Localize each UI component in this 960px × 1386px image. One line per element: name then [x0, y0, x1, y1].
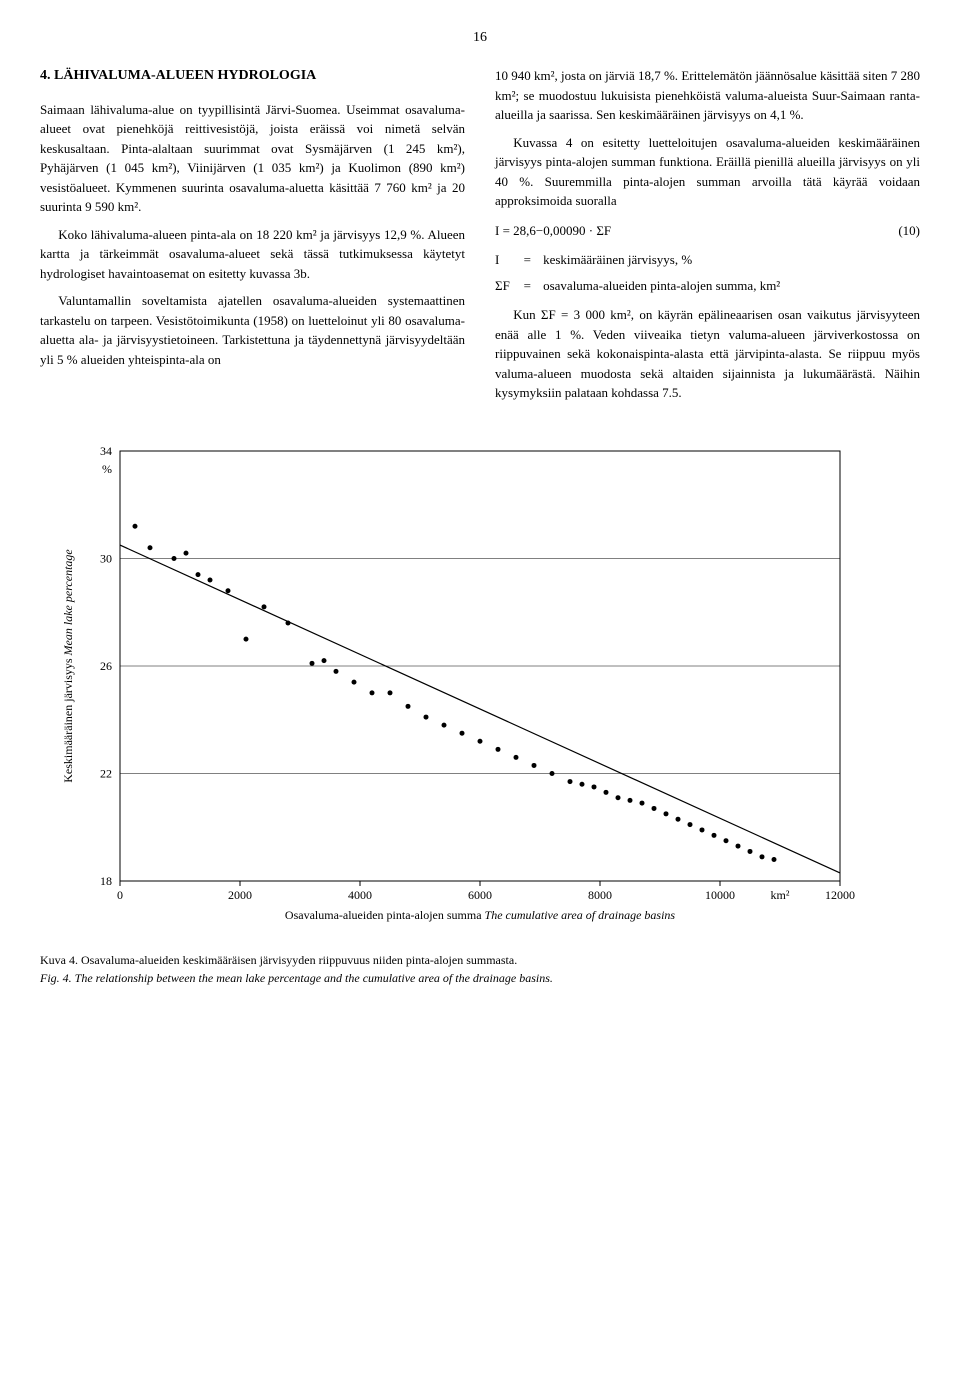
caption-line-en: Fig. 4. The relationship between the mea… [40, 969, 920, 987]
paragraph: Saimaan lähivaluma-alue on tyypillisintä… [40, 100, 465, 217]
equation-legend: I = keskimääräinen järvisyys, % [495, 250, 920, 270]
legend-symbol: ΣF [495, 276, 524, 296]
two-column-layout: 4. LÄHIVALUMA-ALUEEN HYDROLOGIA Saimaan … [40, 66, 920, 411]
equation: I = 28,6−0,00090 · ΣF (10) [495, 221, 920, 241]
svg-text:%: % [102, 462, 112, 476]
svg-text:km²: km² [771, 888, 790, 902]
svg-text:Keskimääräinen järvisyys Me: Keskimääräinen järvisyys Mean lake perce… [61, 548, 75, 782]
svg-text:Osavaluma-alueiden pinta-aloje: Osavaluma-alueiden pinta-alojen summa Th… [285, 908, 675, 922]
paragraph: Valuntamallin soveltamista ajatellen osa… [40, 291, 465, 369]
page-number: 16 [40, 30, 920, 46]
left-column: 4. LÄHIVALUMA-ALUEEN HYDROLOGIA Saimaan … [40, 66, 465, 411]
legend-symbol: I [495, 250, 524, 270]
legend-text: osavaluma-alueiden pinta-alojen summa, k… [543, 276, 920, 296]
legend-equals: = [524, 250, 544, 270]
legend-equals: = [524, 276, 544, 296]
paragraph: 10 940 km², josta on järviä 18,7 %. Erit… [495, 66, 920, 125]
svg-text:26: 26 [100, 659, 112, 673]
scatter-chart: 18 22 26 30 34% 0 2000 4000 6000 8000 10000 12000 km… [40, 441, 860, 941]
svg-text:8000: 8000 [588, 888, 612, 902]
figure-caption: Kuva 4. Osavaluma-alueiden keskimääräise… [40, 951, 920, 987]
right-column: 10 940 km², josta on järviä 18,7 %. Erit… [495, 66, 920, 411]
section-title: 4. LÄHIVALUMA-ALUEEN HYDROLOGIA [40, 66, 465, 86]
equation-body: I = 28,6−0,00090 · ΣF [495, 221, 611, 241]
svg-text:6000: 6000 [468, 888, 492, 902]
svg-text:30: 30 [100, 551, 112, 565]
svg-text:12000: 12000 [825, 888, 855, 902]
svg-text:4000: 4000 [348, 888, 372, 902]
paragraph: Kun ΣF = 3 000 km², on käyrän epälineaar… [495, 305, 920, 403]
paragraph: Kuvassa 4 on esitetty luetteloitujen osa… [495, 133, 920, 211]
legend-text: keskimääräinen järvisyys, % [543, 250, 920, 270]
equation-legend: ΣF = osavaluma-alueiden pinta-alojen sum… [495, 276, 920, 296]
svg-text:22: 22 [100, 766, 112, 780]
paragraph: Koko lähivaluma-alueen pinta-ala on 18 2… [40, 225, 465, 284]
svg-text:0: 0 [117, 888, 123, 902]
caption-line-fi: Kuva 4. Osavaluma-alueiden keskimääräise… [40, 951, 920, 969]
svg-text:34: 34 [100, 444, 112, 458]
equation-number: (10) [898, 221, 920, 241]
svg-text:10000: 10000 [705, 888, 735, 902]
svg-text:18: 18 [100, 874, 112, 888]
svg-text:2000: 2000 [228, 888, 252, 902]
chart-figure: 18 22 26 30 34% 0 2000 4000 6000 8000 10000 12000 km… [40, 441, 920, 987]
